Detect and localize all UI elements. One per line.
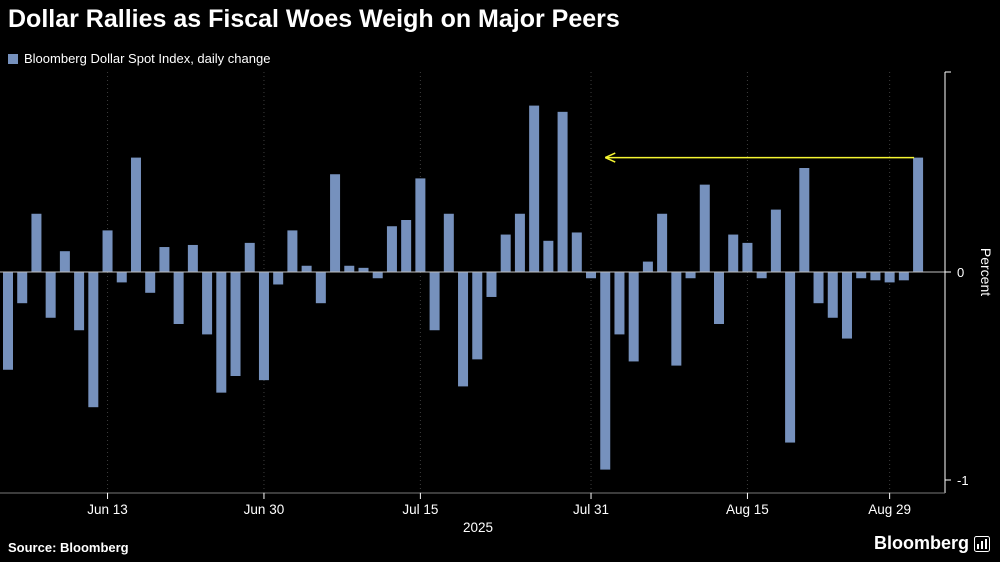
bar bbox=[571, 232, 582, 272]
bar bbox=[3, 272, 13, 370]
x-tick-label: Jul 31 bbox=[573, 502, 609, 517]
bar bbox=[486, 272, 497, 297]
annotation-arrow-head bbox=[604, 156, 616, 163]
bar bbox=[657, 213, 668, 272]
bar bbox=[116, 272, 127, 283]
bar bbox=[315, 272, 326, 304]
x-tick-label: Jun 13 bbox=[87, 502, 128, 517]
bar bbox=[145, 272, 156, 293]
bar bbox=[841, 272, 852, 339]
bar bbox=[884, 272, 895, 283]
bar bbox=[273, 272, 284, 285]
legend: Bloomberg Dollar Spot Index, daily chang… bbox=[8, 51, 270, 66]
bar bbox=[344, 265, 355, 272]
bar bbox=[813, 272, 824, 304]
bloomberg-logo-text: Bloomberg bbox=[873, 533, 969, 553]
bar bbox=[287, 230, 298, 272]
bar bbox=[31, 213, 42, 272]
bar bbox=[358, 267, 369, 272]
bar bbox=[45, 272, 56, 318]
bar bbox=[401, 220, 412, 272]
source-text: Source: Bloomberg bbox=[8, 540, 129, 555]
y-tick-label: 0 bbox=[957, 265, 964, 280]
bar bbox=[642, 261, 653, 272]
annotation-arrow-head bbox=[604, 152, 616, 159]
bar bbox=[742, 242, 753, 272]
bar bbox=[458, 272, 469, 387]
bar bbox=[202, 272, 213, 335]
bar bbox=[870, 272, 881, 281]
x-tick-label: Aug 15 bbox=[726, 502, 769, 517]
bar bbox=[600, 272, 611, 470]
bar bbox=[59, 251, 70, 272]
legend-label: Bloomberg Dollar Spot Index, daily chang… bbox=[24, 51, 271, 66]
bloomberg-logo: Bloomberg bbox=[874, 533, 990, 554]
bar bbox=[770, 209, 781, 272]
bar bbox=[913, 157, 924, 272]
chart-svg: 0 -1 Percent Jun 13 Jun 30 Jul 15 Jul 31 Aug 15… bbox=[0, 71, 994, 535]
bar bbox=[429, 272, 440, 331]
x-tick-label: Aug 29 bbox=[868, 502, 911, 517]
x-axis-year-label: 2025 bbox=[463, 520, 493, 535]
bar bbox=[472, 272, 483, 360]
bar bbox=[102, 230, 113, 272]
bar bbox=[500, 234, 511, 272]
bar bbox=[557, 111, 568, 272]
bar bbox=[415, 178, 426, 272]
x-tick-label: Jul 15 bbox=[402, 502, 438, 517]
bar bbox=[728, 234, 739, 272]
bar bbox=[159, 247, 170, 272]
bar bbox=[856, 272, 867, 279]
bar bbox=[17, 272, 28, 304]
bar bbox=[230, 272, 241, 376]
bar bbox=[514, 213, 525, 272]
bar bbox=[614, 272, 625, 335]
bar bbox=[827, 272, 838, 318]
bar bbox=[130, 157, 141, 272]
bar bbox=[898, 272, 909, 281]
bar bbox=[74, 272, 85, 331]
legend-swatch-icon bbox=[8, 53, 18, 64]
bar bbox=[586, 272, 597, 279]
bar bbox=[443, 213, 454, 272]
bar bbox=[216, 272, 227, 393]
bar bbox=[714, 272, 724, 324]
bar bbox=[386, 226, 397, 272]
bloomberg-logo-icon bbox=[974, 535, 990, 552]
bar bbox=[671, 272, 682, 366]
bar bbox=[785, 272, 796, 443]
chart-title: Dollar Rallies as Fiscal Woes Weigh on M… bbox=[8, 5, 620, 33]
y-axis-title: Percent bbox=[978, 248, 994, 296]
bar bbox=[372, 272, 383, 279]
bar bbox=[173, 272, 184, 324]
bar bbox=[529, 105, 540, 272]
x-tick-label: Jun 30 bbox=[244, 502, 285, 517]
y-tick-label: -1 bbox=[957, 473, 969, 488]
bar bbox=[628, 272, 639, 362]
bar bbox=[187, 244, 198, 272]
bar bbox=[799, 168, 810, 272]
bar bbox=[88, 272, 99, 408]
bar bbox=[756, 272, 767, 279]
bar bbox=[330, 174, 341, 272]
bar bbox=[301, 265, 312, 272]
bar bbox=[258, 272, 269, 381]
bar bbox=[244, 242, 255, 272]
bar bbox=[699, 184, 710, 272]
bar bbox=[543, 240, 554, 272]
bar bbox=[685, 272, 696, 279]
